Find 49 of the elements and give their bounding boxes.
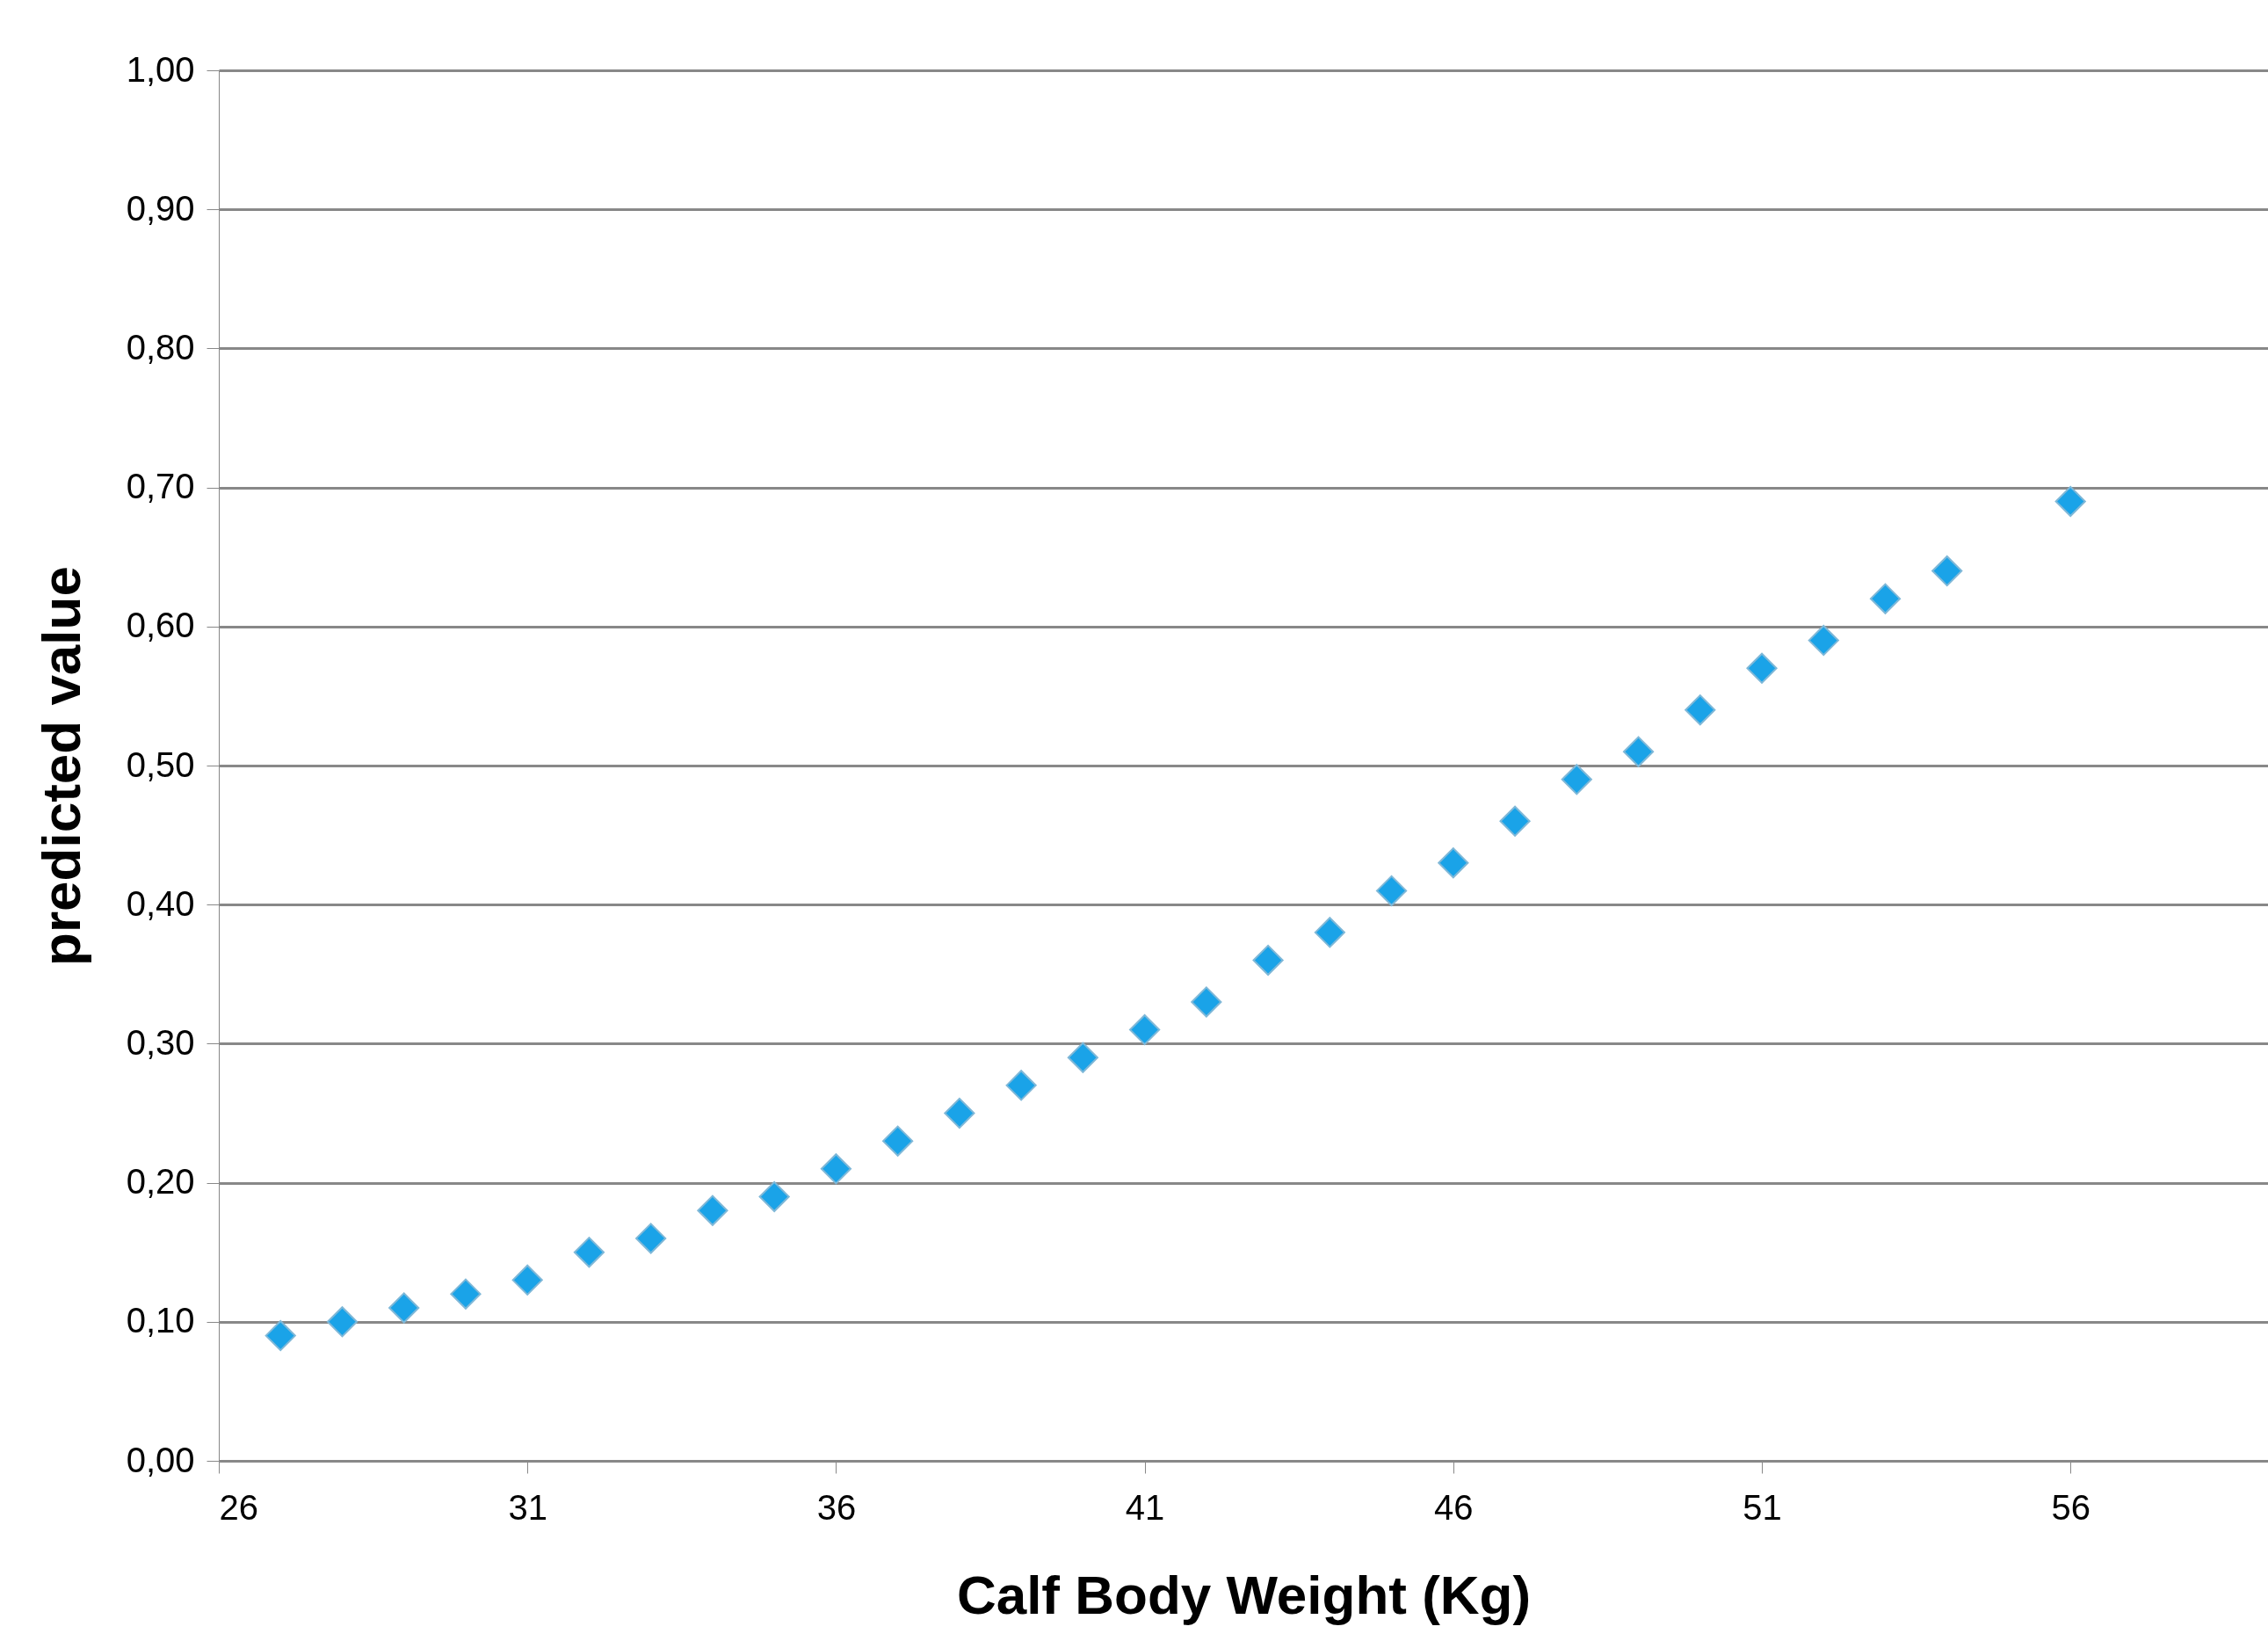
point <box>1191 986 1222 1018</box>
point <box>944 1097 975 1129</box>
point <box>820 1153 851 1185</box>
y-tick-label: 1,00 <box>126 49 195 89</box>
point <box>697 1194 728 1226</box>
x-tick-label: 56 <box>2051 1487 2090 1527</box>
point <box>1129 1014 1161 1046</box>
y-tick-label: 0,70 <box>126 467 195 506</box>
point <box>635 1223 667 1254</box>
point <box>388 1292 420 1324</box>
point <box>1067 1042 1098 1073</box>
point <box>1252 944 1284 977</box>
x-tick-label: 41 <box>1125 1487 1165 1527</box>
point <box>1499 805 1531 837</box>
point <box>1376 875 1408 906</box>
y-tick-label: 0,40 <box>126 883 195 923</box>
point <box>1931 555 1963 587</box>
y-tick-label: 0,80 <box>126 327 195 367</box>
y-tick-label: 0,00 <box>126 1440 195 1479</box>
point <box>511 1264 543 1296</box>
y-tick-label: 0,30 <box>126 1022 195 1062</box>
point <box>450 1278 482 1310</box>
x-tick-label: 26 <box>219 1487 258 1527</box>
point <box>264 1320 296 1352</box>
y-axis-title: predicted value <box>30 566 91 966</box>
point <box>1005 1070 1037 1101</box>
point <box>1561 764 1592 795</box>
y-tick-label: 0,50 <box>126 744 195 784</box>
point <box>1746 652 1778 684</box>
point <box>1808 625 1839 657</box>
point <box>882 1125 914 1157</box>
point <box>2054 485 2086 517</box>
y-tick-label: 0,90 <box>126 188 195 228</box>
point <box>1438 847 1469 879</box>
point <box>1685 694 1716 726</box>
y-tick-label: 0,20 <box>126 1162 195 1202</box>
point <box>758 1180 790 1212</box>
x-tick-label: 51 <box>1743 1487 1782 1527</box>
x-axis-title: Calf Body Weight (Kg) <box>956 1564 1532 1625</box>
point <box>1314 917 1345 948</box>
y-tick-label: 0,60 <box>126 606 195 645</box>
point <box>1622 736 1655 767</box>
x-tick-label: 36 <box>816 1487 857 1527</box>
y-tick-label: 0,10 <box>126 1301 195 1340</box>
point <box>573 1237 605 1268</box>
x-tick-label: 46 <box>1434 1487 1474 1527</box>
point <box>326 1306 359 1338</box>
point <box>1869 583 1902 614</box>
x-tick-label: 31 <box>508 1487 547 1527</box>
